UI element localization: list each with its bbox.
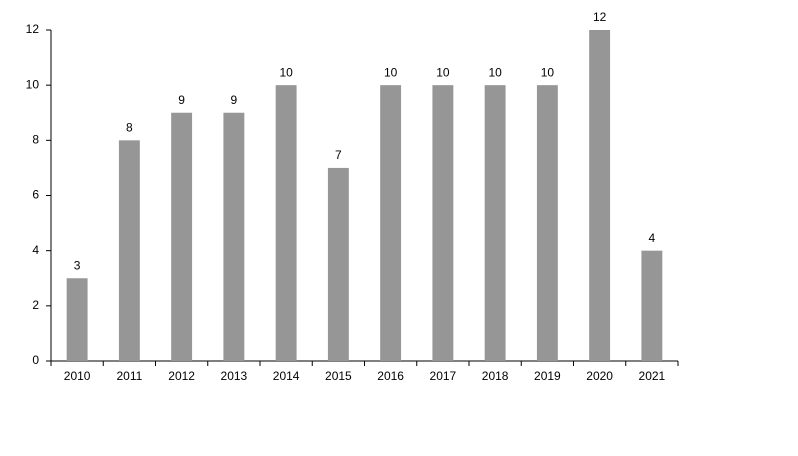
data-label: 10 [541,65,555,79]
y-tick-label: 10 [26,77,40,91]
x-tick-label: 2021 [639,369,666,383]
x-tick-label: 2011 [116,369,142,383]
y-tick-label: 0 [32,353,39,367]
data-label: 9 [231,93,238,107]
x-tick-label: 2020 [586,369,613,383]
data-label: 3 [74,258,81,272]
data-label: 10 [384,65,398,79]
bar [223,112,245,361]
data-label: 7 [335,148,342,162]
x-tick-label: 2012 [168,369,195,383]
y-tick-label: 2 [32,298,39,312]
bar [484,85,506,362]
data-label: 12 [593,10,607,24]
y-tick-label: 6 [32,188,39,202]
y-tick-label: 8 [32,133,39,147]
x-tick-label: 2014 [273,369,300,383]
bar [589,30,611,361]
y-tick-label: 4 [32,243,39,257]
bar [380,85,402,362]
x-tick-label: 2016 [377,369,404,383]
bar [432,85,454,362]
data-label: 9 [178,93,185,107]
data-label: 4 [649,231,656,245]
data-label: 10 [279,65,293,79]
bar [66,278,88,361]
bar [641,250,663,361]
x-tick-label: 2013 [221,369,248,383]
bar [275,85,297,362]
x-tick-label: 2015 [325,369,352,383]
x-tick-label: 2019 [534,369,561,383]
bar [171,112,193,361]
data-label: 10 [436,65,450,79]
x-tick-label: 2018 [482,369,509,383]
bar [118,140,140,361]
x-tick-label: 2017 [430,369,457,383]
data-label: 8 [126,121,133,135]
bar [327,167,349,361]
y-tick-label: 12 [26,22,40,36]
bar [536,85,558,362]
x-tick-label: 2010 [64,369,91,383]
data-label: 10 [488,65,502,79]
